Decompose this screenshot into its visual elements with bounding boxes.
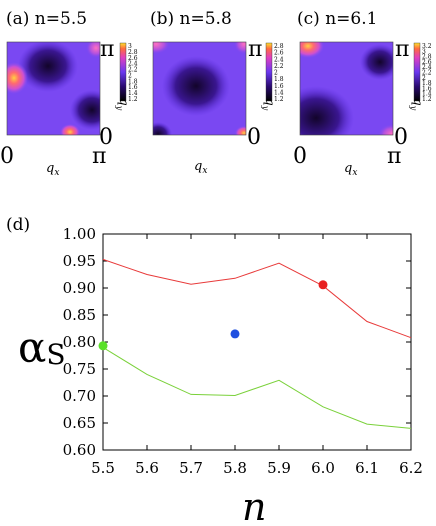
colorbar-tick-label: 1.4	[422, 91, 432, 98]
colorbar-tick-label: 2	[128, 72, 132, 79]
colorbar-a	[119, 42, 127, 102]
x-tick-label: 5.8	[223, 459, 247, 477]
y-tick-label: 0.70	[63, 387, 96, 405]
panel-label-b: (b) n=5.8	[150, 9, 232, 29]
qx-zero-c: 0	[293, 144, 307, 169]
colorbar-b	[265, 42, 273, 102]
heatmap-panel-b: (b) n=5.8 π 0 qx 2.82.62.42.221.81.61.41…	[150, 9, 284, 176]
panel-label-d: (d)	[6, 215, 30, 235]
colorbar-tick-label: 2.4	[422, 64, 432, 71]
qx-label-b: qx	[194, 159, 207, 176]
colorbar-tick-label: 2.2	[274, 63, 284, 70]
colorbar-tick-label: 1.8	[128, 78, 138, 85]
colorbar-tick-label: 1.6	[422, 85, 432, 92]
y-tick-labels: 0.60 0.65 0.70 0.75 0.80 0.85 0.90 0.95 1.00	[63, 225, 96, 459]
qy-pi-b: π	[248, 37, 262, 62]
colorbar-tick-label: 2	[422, 75, 426, 82]
series-line-red	[102, 258, 412, 339]
colorbar-tick-label: 1.6	[274, 83, 284, 90]
colorbar-tick-label: 1.4	[274, 89, 284, 96]
y-tick-label: 0.90	[63, 279, 96, 297]
qx-pi-c: π	[387, 144, 401, 169]
x-tick-marks	[102, 234, 412, 450]
colorbar-tick-label: 2.8	[128, 49, 138, 56]
x-tick-label: 6.0	[311, 459, 335, 477]
heatmap-panel-c: (c) n=6.1 π 0 0 π qx 3.232.82.62.42.221.…	[293, 9, 432, 178]
line-chart-d: (d) 0.60 0.65 0.70 0.75 0.80 0.85 0.90 0.95 1.00…	[6, 215, 423, 526]
colorbar-tick-label: 2.6	[274, 50, 284, 57]
colorbar-tick-label: 2.2	[422, 70, 432, 77]
heatmap-a	[7, 42, 100, 135]
colorbar-tick-label: 2	[274, 70, 278, 77]
qx-label-c: qx	[344, 161, 357, 178]
heatmap-panel-a: (a) n=5.5 π 0 0 π qx 32.82.62.42.221.81.…	[0, 9, 138, 178]
qy-pi-a: π	[100, 37, 114, 62]
panel-label-a: (a) n=5.5	[6, 9, 87, 29]
colorbar-tick-label: 1.2	[274, 96, 284, 103]
colorbar-tick-label: 2.2	[128, 67, 138, 74]
x-tick-label: 5.5	[91, 459, 115, 477]
qy-pi-c: π	[395, 37, 409, 62]
colorbar-tick-label: 3.2	[422, 43, 432, 50]
colorbar-tick-label: 3	[422, 48, 426, 55]
heatmap-b	[153, 42, 246, 135]
y-tick-label: 0.75	[63, 360, 96, 378]
y-tick-label: 0.65	[63, 414, 96, 432]
colorbar-c	[413, 42, 421, 102]
qy-label-a: qy	[115, 98, 131, 111]
colorbar-ticks-b: 2.82.62.42.221.81.61.41.2	[274, 43, 284, 103]
x-tick-label: 6.1	[355, 459, 379, 477]
qy-label-c: qy	[409, 98, 425, 111]
colorbar-ticks-a: 32.82.62.42.221.81.61.41.2	[128, 43, 138, 103]
series-line-green	[102, 346, 412, 429]
x-axis-label: n	[242, 485, 266, 526]
point-blue	[230, 329, 240, 339]
point-red	[318, 280, 328, 290]
colorbar-tick-label: 2.6	[422, 59, 432, 66]
qx-pi-a: π	[92, 144, 106, 169]
colorbar-tick-label: 2.8	[274, 43, 284, 50]
point-green	[98, 341, 108, 351]
qx-label-a: qx	[46, 161, 59, 178]
colorbar-tick-label: 1.2	[128, 96, 138, 103]
x-tick-labels: 5.5 5.6 5.7 5.8 5.9 6.0 6.1 6.2	[91, 459, 423, 477]
colorbar-tick-label: 1.6	[128, 84, 138, 91]
colorbar-tick-label: 1.8	[274, 76, 284, 83]
y-tick-label: 0.60	[63, 441, 96, 459]
colorbar-tick-label: 1.8	[422, 80, 432, 87]
qy-zero-a: 0	[99, 125, 113, 150]
y-tick-label: 0.85	[63, 306, 96, 324]
colorbar-tick-label: 1.4	[128, 90, 138, 97]
colorbar-tick-label: 2.8	[422, 54, 432, 61]
heatmap-c	[300, 42, 393, 135]
qy-zero-b: 0	[247, 125, 261, 150]
plot-frame	[102, 233, 412, 451]
x-tick-label: 5.7	[179, 459, 203, 477]
y-tick-marks	[103, 233, 411, 451]
qy-label-b: qy	[261, 98, 277, 111]
qy-zero-c: 0	[394, 125, 408, 150]
x-tick-label: 5.9	[267, 459, 291, 477]
colorbar-tick-label: 2.6	[128, 55, 138, 62]
colorbar-tick-label: 3	[128, 43, 132, 50]
colorbar-tick-label: 2.4	[274, 56, 284, 63]
y-axis-label: αS	[18, 323, 66, 372]
y-tick-label: 0.95	[63, 252, 96, 270]
panel-label-c: (c) n=6.1	[297, 9, 377, 29]
y-tick-label: 1.00	[63, 225, 96, 243]
y-tick-label: 0.80	[63, 333, 96, 351]
colorbar-tick-label: 1.2	[422, 96, 432, 103]
x-tick-label: 6.2	[399, 459, 423, 477]
colorbar-tick-label: 2.4	[128, 61, 138, 68]
qx-zero-a: 0	[0, 144, 14, 169]
colorbar-ticks-c: 3.232.82.62.42.221.81.61.41.2	[422, 43, 432, 103]
x-tick-label: 5.6	[135, 459, 159, 477]
